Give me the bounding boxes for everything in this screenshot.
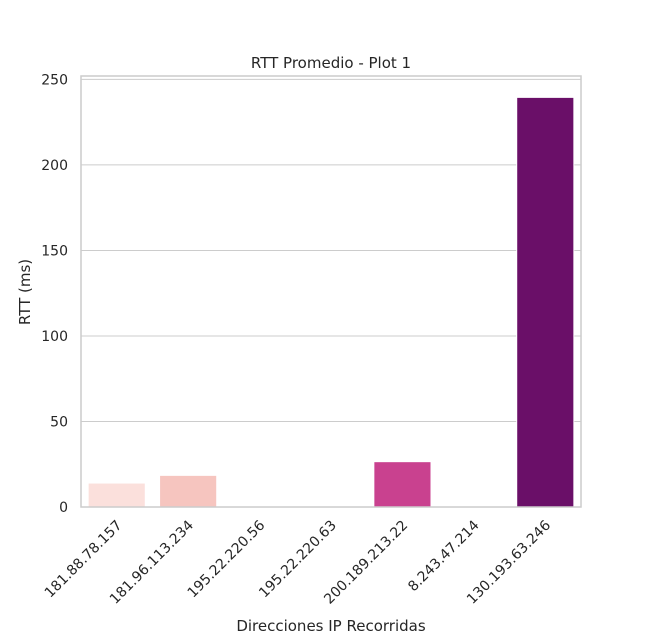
bar [516, 96, 575, 508]
y-axis-label: RTT (ms) [16, 259, 34, 325]
y-tick-label: 200 [41, 158, 68, 174]
chart-title: RTT Promedio - Plot 1 [251, 54, 411, 72]
y-tick-label: 150 [41, 243, 68, 259]
x-axis-label: Direcciones IP Recorridas [236, 617, 426, 635]
bar [87, 482, 146, 508]
y-tick-label: 100 [41, 329, 68, 345]
x-tick-label: 195.22.220.63 [256, 518, 340, 602]
grid-lines [81, 78, 581, 508]
x-tick-label: 181.88.78.157 [42, 518, 126, 602]
y-tick-label: 250 [41, 72, 68, 88]
y-tick-label: 0 [59, 500, 68, 516]
x-tick-labels: 181.88.78.157181.96.113.234195.22.220.56… [42, 517, 554, 607]
y-tick-label: 50 [50, 414, 68, 430]
x-tick-label: 195.22.220.56 [185, 517, 269, 601]
axes-spines [80, 75, 582, 508]
bar [159, 474, 218, 508]
bar [373, 461, 432, 508]
y-tick-labels: 0 50 100 150 200 250 [41, 72, 68, 516]
plot-frame [80, 75, 582, 508]
x-tick-label: 8.243.47.214 [405, 517, 483, 595]
bars [87, 96, 575, 508]
